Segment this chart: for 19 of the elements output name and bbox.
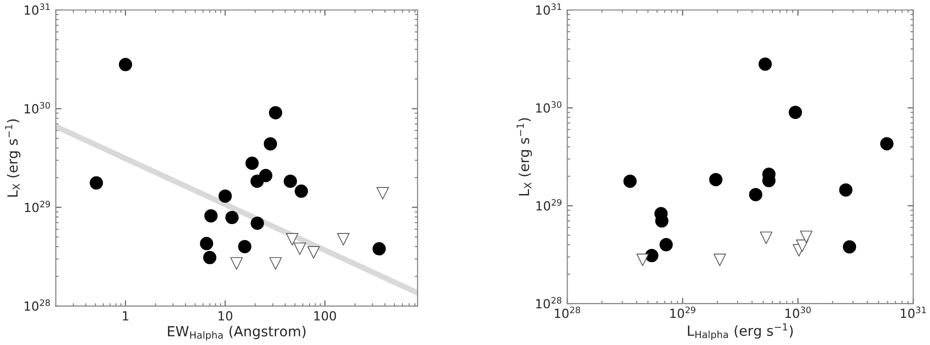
y-tick-label: 10$^{30}$: [24, 102, 50, 114]
x-tick-label: 10$^{30}$: [786, 306, 811, 318]
y-tick-label: 10$^{29}$: [24, 200, 50, 212]
x-tick-label: 10$^{29}$: [670, 306, 696, 318]
x-tick-label: 1: [122, 311, 128, 320]
y-tick-label: 10$^{29}$: [536, 199, 562, 211]
x-tick-label: 10: [218, 311, 232, 321]
y-tick-label: 10$^{31}$: [536, 3, 562, 15]
x-axis-title: EW$_{Halpha}$ (Angstrom): [168, 326, 306, 341]
x-tick-label: 100: [314, 311, 336, 321]
y-tick-label: 10$^{28}$: [24, 299, 50, 311]
y-tick-label: 10$^{31}$: [24, 3, 50, 15]
x-tick-label: 10$^{31}$: [900, 306, 926, 318]
y-tick-label: 10$^{28}$: [536, 296, 562, 308]
y-axis-title: L$_{X}$ (erg s$^{−1}$): [516, 118, 532, 196]
y-axis-title: L$_{X}$ (erg s$^{−1}$): [5, 119, 20, 197]
x-axis-title: L$_{Halpha}$ (erg s$^{−1}$): [688, 323, 793, 340]
x-tick-label: 10$^{28}$: [554, 306, 580, 318]
y-tick-label: 10$^{30}$: [536, 101, 562, 113]
